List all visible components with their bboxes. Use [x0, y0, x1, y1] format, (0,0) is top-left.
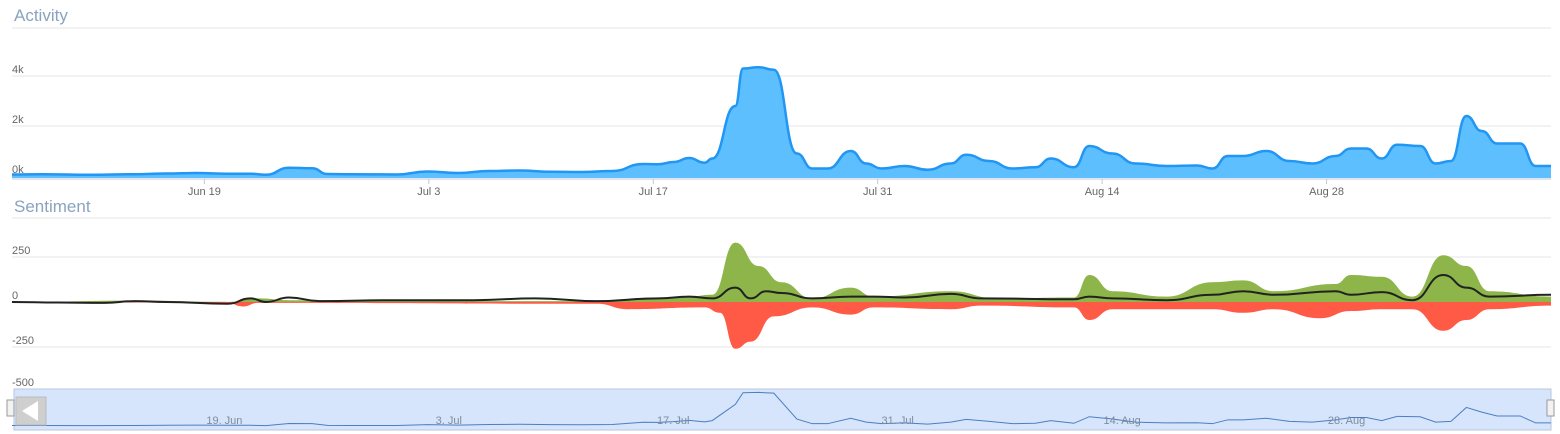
scroll-left-button[interactable]	[15, 396, 47, 426]
navigator-tick-label: 28. Aug	[1328, 415, 1365, 427]
activity-area	[12, 67, 1551, 178]
activity-panel: 0k 2k 4k Jun 19 Jul 3 Jul 17 Jul 31 Aug 14 Aug …	[11, 27, 1551, 198]
sentiment-y-tick-label: -500	[12, 377, 34, 389]
sentiment-net-line	[11, 273, 1552, 305]
sentiment-negative-area	[12, 302, 1551, 349]
navigator-tick-label: 14. Aug	[1103, 415, 1140, 427]
sentiment-title: Sentiment	[14, 197, 91, 216]
activity-y-tick-label: 4k	[12, 64, 24, 76]
activity-y-ticks: 0k 2k 4k	[12, 64, 24, 176]
navigator-tick-label: 17. Jul	[657, 415, 689, 427]
sentiment-y-tick-label: -250	[12, 335, 34, 347]
navigator-selected-range[interactable]	[13, 388, 1552, 431]
sentiment-y-tick-label: 0	[12, 290, 18, 302]
navigator-left-handle[interactable]	[6, 399, 15, 417]
range-navigator[interactable]: 19. Jun 3. Jul 17. Jul 31. Jul 14. Aug 28. Au…	[6, 388, 1555, 431]
navigator-labels: 19. Jun 3. Jul 17. Jul 31. Jul 14. Aug 28. Au…	[206, 415, 1365, 427]
activity-line	[11, 65, 1551, 177]
activity-x-ticks: Jun 19 Jul 3 Jul 17 Jul 31 Aug 14 Aug 28	[188, 179, 1344, 198]
activity-x-tick-label: Jul 3	[417, 186, 440, 198]
activity-title: Activity	[14, 6, 68, 25]
activity-y-tick-label: 2k	[12, 114, 24, 126]
sentiment-y-ticks: 250 0 -250 -500	[12, 245, 34, 389]
sentiment-panel: 250 0 -250 -500	[11, 217, 1552, 389]
activity-x-tick-label: Jun 19	[188, 186, 221, 198]
activity-x-tick-label: Aug 28	[1309, 186, 1344, 198]
navigator-tick-label: 31. Jul	[881, 415, 913, 427]
activity-x-tick-label: Jul 31	[863, 186, 892, 198]
navigator-right-handle[interactable]	[1546, 399, 1555, 417]
navigator-tick-label: 3. Jul	[436, 415, 462, 427]
scroll-left-arrow-icon	[22, 401, 38, 421]
activity-x-tick-label: Jul 17	[639, 186, 668, 198]
sentiment-y-tick-label: 250	[12, 245, 30, 257]
navigator-tick-label: 19. Jun	[206, 415, 242, 427]
activity-y-tick-label: 0k	[12, 164, 24, 176]
navigator-series-line	[11, 391, 1551, 427]
activity-x-tick-label: Aug 14	[1085, 186, 1120, 198]
